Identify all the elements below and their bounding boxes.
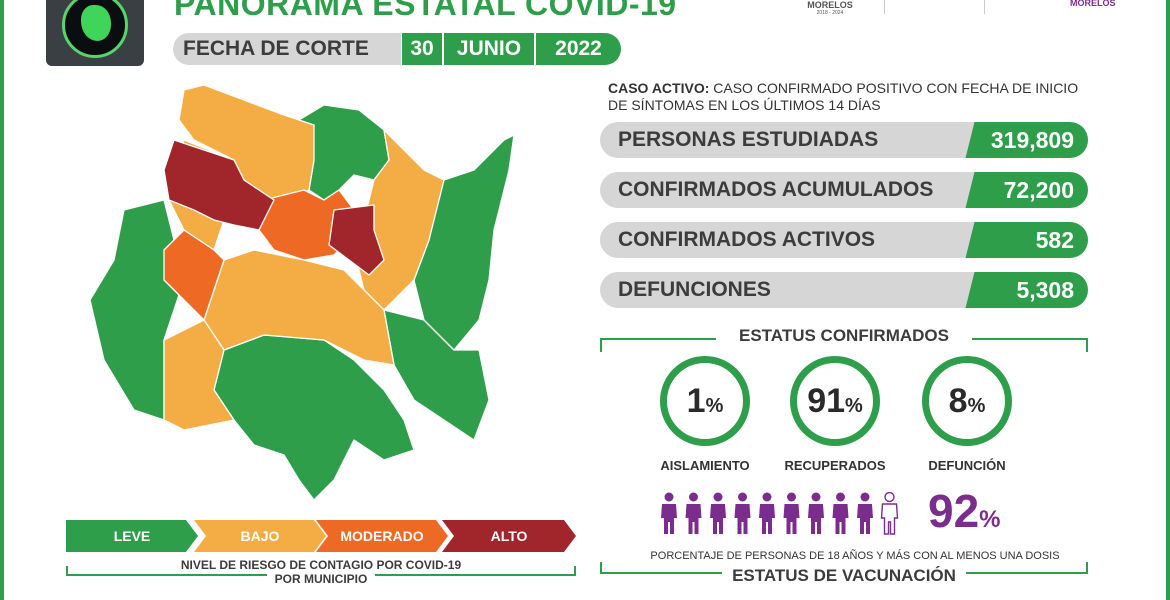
- person-filled-icon: [759, 492, 775, 534]
- legend-caption-pre: NIVEL DE RIESGO DE CONTAGIO POR: [180, 558, 406, 572]
- status-circle-death: 8%: [922, 356, 1012, 446]
- stat-label: CONFIRMADOS ACTIVOS: [600, 222, 980, 258]
- legend-level-alto: ALTO: [442, 520, 576, 552]
- status-value: 8: [948, 382, 968, 420]
- active-case-definition: CASO ACTIVO: CASO CONFIRMADO POSITIVO CO…: [608, 80, 1088, 114]
- municipality-risk-map: [89, 84, 515, 501]
- cutoff-date-month: JUNIO: [444, 33, 534, 65]
- person-filled-icon: [685, 492, 702, 534]
- map-region: [163, 319, 235, 431]
- stat-row-deaths: DEFUNCIONES 5,308: [600, 272, 1088, 308]
- stat-row-studied: PERSONAS ESTUDIADAS 319,809: [600, 122, 1088, 158]
- risk-level-legend: LEVE BAJO MODERADO ALTO: [66, 520, 576, 552]
- status-value: 91: [807, 382, 846, 420]
- cutoff-date-day: 30: [402, 33, 442, 65]
- stat-label: CONFIRMADOS ACUMULADOS: [600, 172, 980, 208]
- status-label: AISLAMIENTO: [660, 458, 750, 473]
- legend-caption-post: POR MUNICIPIO: [266, 572, 376, 586]
- traffic-light-logo: [46, 0, 144, 66]
- stat-row-confirmed-total: CONFIRMADOS ACUMULADOS 72,200: [600, 172, 1088, 208]
- map-region: [413, 134, 515, 351]
- stat-value: 5,308: [980, 272, 1088, 308]
- brand-logo-right: MORELOS: [1070, 0, 1116, 8]
- status-pct-sign: %: [967, 395, 986, 417]
- legend-caption: NIVEL DE RIESGO DE CONTAGIO POR COVID-19…: [66, 558, 576, 586]
- status-value: 1: [686, 382, 706, 420]
- person-filled-icon: [661, 492, 677, 534]
- stat-row-confirmed-active: CONFIRMADOS ACTIVOS 582: [600, 222, 1088, 258]
- map-region: [163, 139, 275, 231]
- status-pct-sign: %: [705, 395, 724, 417]
- cutoff-date-bar: FECHA DE CORTE 30 JUNIO 2022: [173, 33, 621, 65]
- stat-value: 582: [980, 222, 1088, 258]
- legend-level-bajo: BAJO: [194, 520, 326, 552]
- person-filled-icon: [857, 492, 873, 534]
- stat-label: DEFUNCIONES: [600, 272, 980, 308]
- status-circle-recovered: 91%: [790, 356, 880, 446]
- header-divider: [984, 0, 985, 14]
- legend-level-leve: LEVE: [66, 520, 198, 552]
- status-circle-isolation: 1%: [660, 356, 750, 446]
- vaccination-title: ESTATUS DE VACUNACIÓN: [600, 566, 1088, 586]
- cutoff-date-year: 2022: [536, 33, 621, 65]
- vaccination-percent: 92%: [928, 484, 1001, 538]
- person-filled-icon: [808, 492, 824, 534]
- vaccination-title-text: ESTATUS DE VACUNACIÓN: [722, 566, 966, 585]
- active-case-term: CASO ACTIVO:: [608, 80, 710, 96]
- vaccination-people-pictogram: [661, 492, 899, 535]
- cutoff-date-label: FECHA DE CORTE: [173, 33, 401, 65]
- page-title: PANORAMA ESTATAL COVID-19: [174, 0, 677, 22]
- status-pct-sign: %: [845, 395, 863, 417]
- stat-label: PERSONAS ESTUDIADAS: [600, 122, 980, 158]
- person-filled-icon: [734, 492, 751, 534]
- person-filled-icon: [783, 492, 800, 534]
- person-outline-icon: [880, 492, 899, 535]
- map-region: [213, 334, 415, 501]
- green-light-icon: [62, 0, 128, 58]
- status-label: RECUPERADOS: [784, 458, 886, 473]
- stat-value: 72,200: [980, 172, 1088, 208]
- vaccination-pct-sign: %: [979, 506, 1001, 533]
- legend-level-moderado: MODERADO: [316, 520, 448, 552]
- map-region: [328, 204, 385, 276]
- status-title: ESTATUS CONFIRMADOS: [739, 326, 949, 345]
- brand-logo-left: MORELOS 2018 - 2024: [800, 0, 860, 16]
- active-case-text: CASO CONFIRMADO POSITIVO CON FECHA DE IN…: [608, 80, 1079, 113]
- person-filled-icon: [710, 492, 726, 534]
- map-region: [163, 229, 225, 321]
- vaccination-value: 92: [928, 485, 980, 537]
- brand-left-years: 2018 - 2024: [816, 10, 844, 16]
- vaccination-caption: PORCENTAJE DE PERSONAS DE 18 AÑOS Y MÁS …: [650, 550, 1060, 562]
- legend-caption-bold: COVID-19: [405, 558, 462, 572]
- person-filled-icon: [832, 492, 849, 534]
- status-label: DEFUNCIÓN: [928, 458, 1006, 473]
- status-title-backdrop: [716, 330, 972, 342]
- state-silhouette-icon: [81, 5, 111, 41]
- stat-value: 319,809: [980, 122, 1088, 158]
- map-region: [89, 199, 185, 421]
- header-divider: [884, 0, 885, 14]
- brand-left-name: MORELOS: [807, 0, 853, 10]
